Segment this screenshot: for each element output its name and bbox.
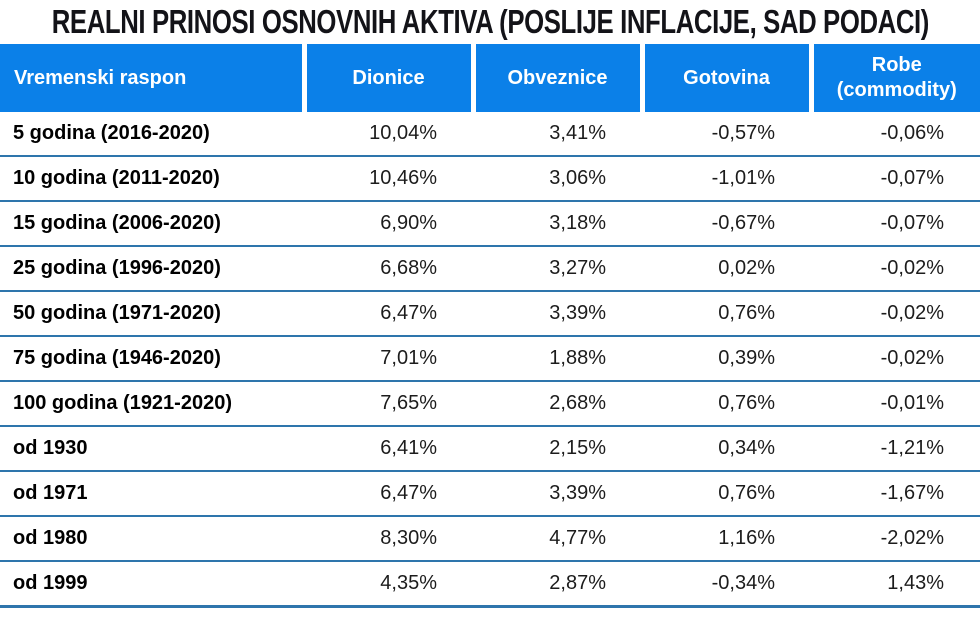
table-row: 100 godina (1921-2020) 7,65% 2,68% 0,76%… [0,381,980,427]
row-label: 75 godina (1946-2020) [0,336,304,382]
column-header-vremenski-raspon: Vremenski raspon [0,44,304,112]
cell-robe: -0,07% [811,201,980,247]
cell-gotovina: -0,67% [642,201,811,247]
cell-robe: -0,02% [811,246,980,292]
cell-gotovina: -0,34% [642,561,811,608]
row-label: od 1980 [0,516,304,562]
cell-robe: -1,21% [811,426,980,472]
column-header-obveznice: Obveznice [470,44,642,112]
row-label: od 1930 [0,426,304,472]
cell-gotovina: 0,76% [642,471,811,517]
column-header-dionice: Dionice [301,44,473,112]
table-row: od 1980 8,30% 4,77% 1,16% -2,02% [0,516,980,562]
cell-dionice: 6,68% [304,246,473,292]
cell-obveznice: 4,77% [473,516,642,562]
cell-dionice: 6,41% [304,426,473,472]
title-bar: REALNI PRINOSI OSNOVNIH AKTIVA (POSLIJE … [0,0,980,44]
cell-obveznice: 3,06% [473,156,642,202]
row-label: 5 godina (2016-2020) [0,112,304,157]
cell-robe: -0,02% [811,336,980,382]
cell-gotovina: -1,01% [642,156,811,202]
cell-robe: -2,02% [811,516,980,562]
column-header-robe: Robe (commodity) [808,44,980,112]
cell-robe: -0,01% [811,381,980,427]
cell-gotovina: 0,39% [642,336,811,382]
table-body: 5 godina (2016-2020) 10,04% 3,41% -0,57%… [0,112,980,608]
column-header-gotovina: Gotovina [639,44,811,112]
page-title: REALNI PRINOSI OSNOVNIH AKTIVA (POSLIJE … [51,3,929,40]
row-label: od 1971 [0,471,304,517]
cell-obveznice: 3,41% [473,112,642,157]
cell-gotovina: 0,76% [642,291,811,337]
cell-dionice: 10,46% [304,156,473,202]
cell-dionice: 8,30% [304,516,473,562]
table-row: 25 godina (1996-2020) 6,68% 3,27% 0,02% … [0,246,980,292]
cell-gotovina: 0,02% [642,246,811,292]
cell-dionice: 6,47% [304,291,473,337]
cell-obveznice: 1,88% [473,336,642,382]
cell-obveznice: 2,15% [473,426,642,472]
table-row: od 1930 6,41% 2,15% 0,34% -1,21% [0,426,980,472]
table-row: 15 godina (2006-2020) 6,90% 3,18% -0,67%… [0,201,980,247]
cell-dionice: 6,90% [304,201,473,247]
cell-obveznice: 2,68% [473,381,642,427]
cell-obveznice: 2,87% [473,561,642,608]
table-row: 5 godina (2016-2020) 10,04% 3,41% -0,57%… [0,112,980,157]
table-row: 50 godina (1971-2020) 6,47% 3,39% 0,76% … [0,291,980,337]
row-label: 100 godina (1921-2020) [0,381,304,427]
cell-dionice: 4,35% [304,561,473,608]
cell-obveznice: 3,39% [473,291,642,337]
table-row: od 1999 4,35% 2,87% -0,34% 1,43% [0,561,980,608]
cell-dionice: 7,65% [304,381,473,427]
cell-obveznice: 3,39% [473,471,642,517]
table-row: 75 godina (1946-2020) 7,01% 1,88% 0,39% … [0,336,980,382]
cell-robe: -0,02% [811,291,980,337]
row-label: 25 godina (1996-2020) [0,246,304,292]
table-row: 10 godina (2011-2020) 10,46% 3,06% -1,01… [0,156,980,202]
cell-gotovina: 0,76% [642,381,811,427]
cell-dionice: 10,04% [304,112,473,157]
table-header: Vremenski raspon Dionice Obveznice Gotov… [0,44,980,112]
row-label: 15 godina (2006-2020) [0,201,304,247]
row-label: 10 godina (2011-2020) [0,156,304,202]
real-returns-table: Vremenski raspon Dionice Obveznice Gotov… [0,44,980,608]
cell-robe: -0,07% [811,156,980,202]
cell-gotovina: -0,57% [642,112,811,157]
cell-robe: 1,43% [811,561,980,608]
cell-robe: -0,06% [811,112,980,157]
header-row: Vremenski raspon Dionice Obveznice Gotov… [0,44,980,112]
table-row: od 1971 6,47% 3,39% 0,76% -1,67% [0,471,980,517]
cell-dionice: 6,47% [304,471,473,517]
cell-gotovina: 1,16% [642,516,811,562]
cell-robe: -1,67% [811,471,980,517]
row-label: od 1999 [0,561,304,608]
cell-gotovina: 0,34% [642,426,811,472]
cell-dionice: 7,01% [304,336,473,382]
cell-obveznice: 3,27% [473,246,642,292]
row-label: 50 godina (1971-2020) [0,291,304,337]
cell-obveznice: 3,18% [473,201,642,247]
